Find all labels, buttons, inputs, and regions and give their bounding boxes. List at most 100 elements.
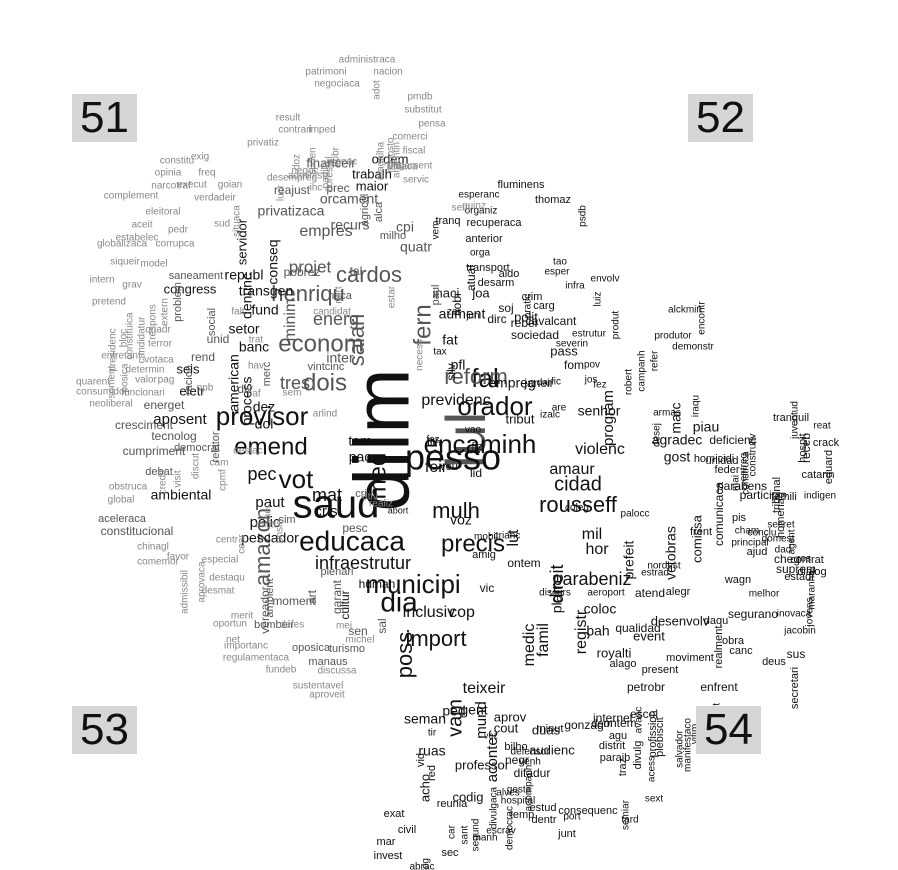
cloud-word-small-203: carg xyxy=(533,300,554,312)
cloud-word-small-77: tecnolog xyxy=(151,429,196,443)
cloud-word-small-97: especial xyxy=(202,555,239,566)
cloud-word-small-151: nobr xyxy=(450,292,464,316)
cloud-word-medium-71: ordem xyxy=(372,151,409,166)
cloud-word-small-238: padilh xyxy=(321,162,332,189)
cloud-word-medium-0: energ xyxy=(313,309,359,329)
cloud-word-small-244: mai xyxy=(731,475,742,491)
cloud-word-small-83: cam xyxy=(210,458,229,469)
cloud-word-medium-81: seman xyxy=(404,711,446,727)
cloud-word-small-320: defensor xyxy=(511,747,551,758)
cloud-word-medium-44: piau xyxy=(693,419,719,435)
cloud-word-small-333: divulgaca xyxy=(489,786,500,829)
cloud-word-small-189: campanh xyxy=(637,350,648,391)
cloud-word-big-2: saud xyxy=(293,483,380,527)
cloud-word-small-344: sec xyxy=(441,847,459,859)
cloud-word-medium-7: privatizaca xyxy=(258,203,325,219)
cloud-word-small-47: presidenc xyxy=(108,328,119,371)
cloud-word-small-84: cpmf xyxy=(218,469,229,491)
cloud-word-small-262: homenag xyxy=(775,492,787,538)
cloud-word-big-4: provisor xyxy=(216,401,309,431)
cloud-word-small-250: entreg xyxy=(739,453,750,481)
cloud-word-small-141: candidat xyxy=(313,307,351,318)
cloud-word-small-86: obstruca xyxy=(109,482,148,493)
cloud-word-small-304: traz xyxy=(617,758,629,776)
cloud-word-medium-14: cris xyxy=(314,503,337,520)
cloud-word-medium-90: internet xyxy=(593,711,634,725)
cloud-word-small-329: hospital xyxy=(501,796,535,807)
cloud-word-small-254: eduard xyxy=(823,450,835,484)
cloud-word-big-27: poss xyxy=(392,632,417,678)
cloud-word-big-5: educaca xyxy=(299,525,405,556)
cloud-word-small-137: pobrez xyxy=(284,265,321,279)
cloud-word-small-198: produt xyxy=(611,311,622,340)
cloud-word-small-165: fic xyxy=(551,377,561,388)
cloud-word-small-273: suprem xyxy=(776,562,816,576)
cloud-word-big-13: mulh xyxy=(432,498,480,523)
cloud-word-small-17: redaca xyxy=(387,162,418,173)
cloud-word-small-167: vao xyxy=(465,425,482,436)
cloud-word-small-147: fat xyxy=(442,332,458,348)
cloud-word-big-19: henriqu xyxy=(271,281,344,306)
cloud-word-medium-10: cpi xyxy=(396,219,414,235)
cloud-word-small-325: junt xyxy=(557,828,576,840)
cloud-word-small-176: crianc xyxy=(494,531,521,542)
cloud-word-big-26: infraestrutur xyxy=(315,553,411,573)
cloud-word-small-191: demonstr xyxy=(672,342,714,353)
cloud-word-small-338: car xyxy=(447,824,458,839)
cloud-word-medium-21: hor xyxy=(585,541,609,558)
cloud-word-small-31: sud xyxy=(214,219,230,230)
cloud-word-small-281: alegr xyxy=(666,586,691,598)
cloud-word-small-100: aprovaca xyxy=(197,561,208,603)
cloud-word-small-241: deficienc xyxy=(709,433,756,447)
cloud-word-small-117: moment xyxy=(272,594,316,608)
cloud-word-big-1: lul xyxy=(434,412,497,468)
cloud-word-medium-93: qualidad xyxy=(615,621,660,635)
cloud-word-small-267: domest xyxy=(762,534,795,545)
cloud-word-medium-66: conseq xyxy=(265,239,281,284)
cloud-word-small-298: vitim xyxy=(690,724,701,745)
cloud-word-small-6: result xyxy=(276,113,301,124)
cloud-word-medium-72: acontec xyxy=(484,729,501,782)
cloud-word-small-196: infra xyxy=(565,281,585,292)
cloud-word-small-40: intern xyxy=(89,275,114,286)
cloud-word-small-288: obra xyxy=(722,635,745,647)
cloud-word-small-331: acompanh xyxy=(524,765,535,812)
cloud-word-small-182: nordest xyxy=(647,561,681,572)
cloud-word-small-274: dialog xyxy=(797,566,826,578)
cloud-word-medium-38: gent xyxy=(460,702,487,718)
cloud-word-small-166: are xyxy=(552,403,567,414)
cloud-word-medium-39: cop xyxy=(449,604,475,621)
cloud-word-small-66: rend xyxy=(191,350,215,364)
cloud-word-small-286: jacobin xyxy=(783,626,816,637)
cloud-word-medium-78: codig xyxy=(452,789,483,804)
cloud-word-medium-4: previdenc xyxy=(421,392,490,409)
cloud-word-small-7: pensa xyxy=(418,119,446,130)
cloud-word-big-0: dilm xyxy=(338,368,426,511)
cloud-word-small-82: discut xyxy=(191,453,202,479)
cloud-word-medium-26: gost xyxy=(664,449,691,465)
cloud-word-small-321: bilho xyxy=(504,741,527,753)
cloud-word-small-15: urgenc xyxy=(327,157,358,168)
cloud-word-small-4: negociaca xyxy=(314,79,360,90)
cloud-word-small-336: segund xyxy=(471,819,482,852)
cloud-word-small-309: tard xyxy=(621,815,638,826)
cloud-word-small-53: quarent xyxy=(76,377,110,388)
cloud-word-medium-89: ontem xyxy=(603,716,636,730)
cloud-word-small-3: pmdb xyxy=(407,92,432,103)
cloud-word-small-71: merc xyxy=(261,361,273,386)
cloud-word-small-224: alca xyxy=(373,201,385,222)
cloud-word-small-179: vic xyxy=(480,581,495,595)
cloud-word-small-150: tax xyxy=(433,347,446,358)
cloud-word-small-46: extern xyxy=(160,298,171,326)
cloud-word-small-206: tao xyxy=(553,257,567,268)
cloud-word-small-24: narcotraf xyxy=(151,181,191,192)
cloud-word-small-37: siqueir xyxy=(110,257,140,268)
cloud-word-small-190: refer xyxy=(650,350,661,371)
cloud-word-small-112: turismo xyxy=(329,643,365,655)
cloud-word-small-310: sext xyxy=(645,794,664,805)
cloud-word-small-282: melhor xyxy=(749,589,780,600)
cloud-word-small-145: zer xyxy=(447,307,462,318)
cloud-word-small-55: neoliberal xyxy=(89,399,132,410)
cloud-word-small-243: feder xyxy=(714,464,739,476)
cloud-word-small-1: nacion xyxy=(373,67,402,78)
